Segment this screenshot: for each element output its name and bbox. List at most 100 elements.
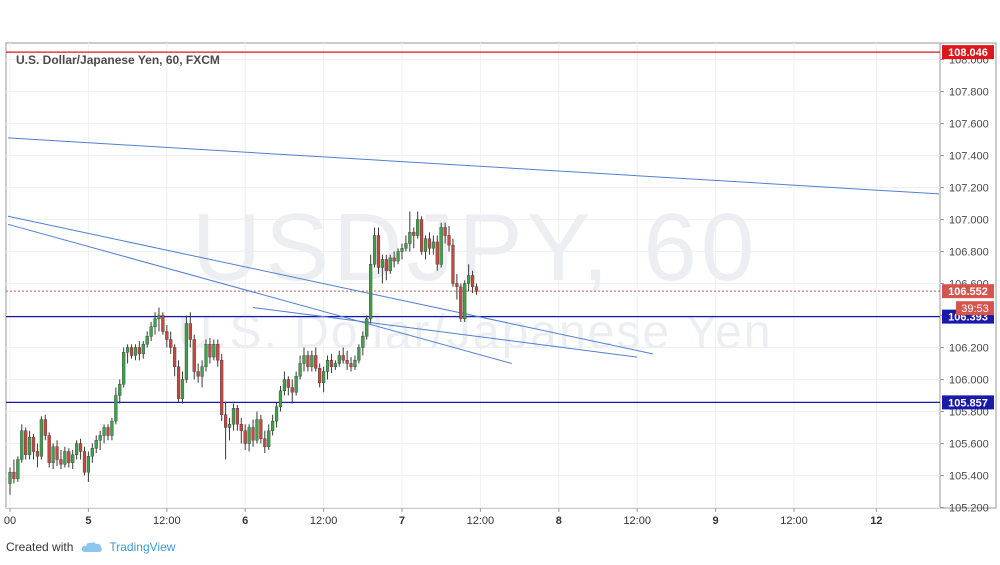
candle-body bbox=[24, 430, 28, 455]
candle bbox=[161, 312, 165, 335]
candle bbox=[176, 360, 181, 402]
candle-body bbox=[306, 355, 310, 367]
level-label-resistance: 108.046 bbox=[948, 47, 988, 59]
candle bbox=[325, 355, 330, 380]
candle-body bbox=[365, 318, 369, 337]
candle-body bbox=[39, 419, 43, 457]
candle bbox=[243, 424, 247, 450]
candle-body bbox=[35, 451, 40, 457]
candle bbox=[310, 350, 314, 372]
candle-body bbox=[333, 363, 337, 367]
candle-body bbox=[86, 456, 90, 473]
candle-body bbox=[392, 257, 396, 262]
candle-body bbox=[231, 408, 236, 425]
candle bbox=[98, 430, 102, 450]
level-tag-support-2 bbox=[942, 395, 994, 410]
candle-body bbox=[129, 347, 134, 356]
candle bbox=[467, 264, 471, 292]
candle bbox=[153, 312, 157, 335]
candle-body bbox=[133, 347, 138, 356]
trendline-1[interactable] bbox=[8, 137, 940, 195]
candle bbox=[192, 334, 196, 380]
time-axis[interactable]: 00 5 12:00 6 12:00 7 12:00 8 12:00 9 12:00 12 bbox=[4, 508, 883, 527]
candle-body bbox=[71, 454, 75, 463]
candle bbox=[274, 401, 279, 428]
candle-body bbox=[165, 331, 169, 340]
candle bbox=[306, 350, 310, 372]
candle-body bbox=[16, 459, 20, 479]
candle-body bbox=[180, 379, 185, 399]
candle bbox=[474, 283, 479, 295]
candle bbox=[239, 417, 243, 444]
trendline-4[interactable] bbox=[252, 307, 638, 358]
candle-body bbox=[43, 419, 47, 436]
trendlines[interactable] bbox=[7, 137, 940, 364]
candle bbox=[341, 347, 345, 364]
candle-body bbox=[412, 232, 416, 236]
candle bbox=[416, 211, 420, 239]
candle bbox=[333, 360, 337, 370]
x-tick-label: 6 bbox=[242, 515, 248, 527]
candle bbox=[173, 344, 177, 377]
candle bbox=[255, 411, 259, 444]
candle bbox=[286, 376, 290, 396]
candle-body bbox=[255, 419, 259, 441]
candle-body bbox=[369, 264, 373, 319]
candle bbox=[145, 331, 149, 348]
candle bbox=[298, 355, 302, 380]
candle bbox=[463, 280, 467, 322]
candle-body bbox=[372, 235, 377, 265]
candle bbox=[380, 254, 384, 284]
candle bbox=[114, 387, 118, 425]
candle bbox=[263, 430, 267, 454]
candle bbox=[357, 344, 361, 364]
candle bbox=[223, 401, 228, 460]
candle-body bbox=[349, 363, 353, 367]
candle-body bbox=[223, 414, 228, 428]
candle bbox=[200, 360, 204, 388]
candle-body bbox=[439, 227, 443, 265]
candle-body bbox=[388, 257, 392, 271]
candle bbox=[196, 363, 200, 383]
candle bbox=[59, 449, 63, 470]
candle bbox=[82, 446, 87, 476]
candle-body bbox=[451, 244, 455, 284]
candle bbox=[392, 251, 396, 268]
tradingview-link[interactable]: TradingView bbox=[109, 540, 176, 554]
y-tick-label: 106.000 bbox=[949, 375, 989, 387]
candle-body bbox=[467, 275, 471, 284]
candle bbox=[106, 424, 110, 441]
trendline-3[interactable] bbox=[7, 223, 512, 364]
candle bbox=[24, 427, 28, 460]
candle bbox=[86, 451, 90, 482]
candle-body bbox=[267, 430, 271, 447]
y-tick-label: 107.000 bbox=[949, 215, 989, 227]
candle bbox=[349, 357, 353, 372]
candle-body bbox=[153, 318, 157, 327]
candle bbox=[149, 321, 153, 342]
candle bbox=[353, 355, 357, 370]
candle bbox=[227, 417, 232, 441]
candle-body bbox=[314, 355, 318, 369]
chart-title: U.S. Dollar/Japanese Yen, 60, FXCM bbox=[16, 53, 220, 67]
candle-body bbox=[455, 283, 459, 287]
tradingview-cloud-icon bbox=[82, 542, 103, 552]
trendline-2[interactable] bbox=[7, 215, 653, 355]
candle-body bbox=[341, 355, 345, 361]
candle bbox=[71, 449, 75, 470]
candle bbox=[435, 235, 439, 271]
candle bbox=[322, 366, 326, 393]
candle-body bbox=[427, 238, 432, 249]
candle bbox=[220, 353, 224, 422]
candle-body bbox=[357, 347, 361, 361]
y-tick-label: 105.200 bbox=[949, 503, 989, 515]
candle-body bbox=[196, 371, 200, 377]
candle-body bbox=[227, 424, 232, 428]
created-with-label: Created with bbox=[6, 540, 74, 554]
candle-body bbox=[459, 286, 463, 319]
candle-body bbox=[345, 360, 349, 364]
candle bbox=[420, 216, 424, 255]
candle-body bbox=[447, 235, 451, 246]
candle-body bbox=[220, 360, 224, 415]
